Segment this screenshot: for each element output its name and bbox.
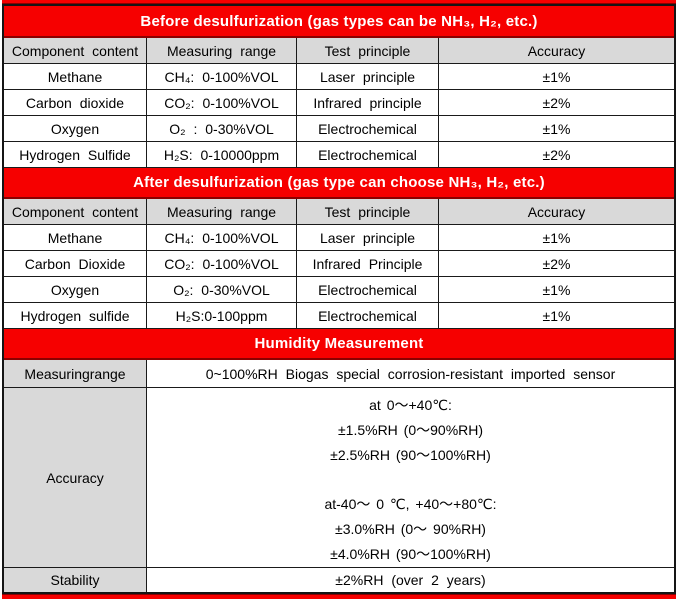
table-row-before-h2s: Hydrogen Sulfide H₂S: 0-10000ppm Electro… — [4, 142, 674, 168]
column-header-row-after: Component content Measuring range Test p… — [4, 199, 674, 225]
section-header-before: Before desulfurization (gas types can be… — [4, 6, 674, 38]
col-header-principle: Test principle — [296, 38, 438, 63]
cell-component: Hydrogen sulfide — [20, 307, 130, 324]
cell-component: Oxygen — [50, 281, 100, 298]
humidity-value-measuring-range: 0~100%RH Biogas special corrosion-resist… — [146, 360, 674, 387]
col-header-component: Component content — [4, 199, 146, 224]
cell-component: Carbon dioxide — [25, 94, 125, 111]
humidity-label-measuring-range: Measuringrange — [4, 360, 146, 387]
accuracy-line: ±2.5%RH (90～100%RH) — [330, 447, 491, 463]
cell-principle: Electrochemical — [296, 277, 438, 302]
cell-range: H₂S:0-100ppm — [146, 303, 296, 328]
cutoff-red-row-bottom — [2, 594, 676, 599]
humidity-row-accuracy: Accuracy at 0～+40℃: ±1.5%RH (0～90%RH) ±2… — [4, 388, 674, 568]
cell-component: Oxygen — [50, 120, 100, 137]
cell-principle: Infrared Principle — [296, 251, 438, 276]
col-header-component: Component content — [4, 38, 146, 63]
cutoff-red-row-top — [2, 0, 676, 4]
section-header-after: After desulfurization (gas type can choo… — [4, 168, 674, 199]
humidity-label-stability: Stability — [4, 568, 146, 592]
table-row-before-methane: Methane CH₄: 0-100%VOL Laser principle ±… — [4, 64, 674, 90]
spec-table: Before desulfurization (gas types can be… — [2, 4, 676, 594]
section-title-after: After desulfurization (gas type can choo… — [133, 174, 545, 191]
cell-component: Hydrogen Sulfide — [19, 146, 131, 163]
cell-range: O₂: 0-30%VOL — [146, 277, 296, 302]
humidity-row-measuring-range: Measuringrange 0~100%RH Biogas special c… — [4, 360, 674, 388]
cell-principle: Electrochemical — [296, 142, 438, 167]
humidity-value-accuracy: at 0～+40℃: ±1.5%RH (0～90%RH) ±2.5%RH (90… — [146, 388, 674, 567]
cell-range: CO₂: 0-100%VOL — [146, 251, 296, 276]
accuracy-line: ±3.0%RH (0～ 90%RH) — [335, 521, 486, 537]
cell-principle: Electrochemical — [296, 116, 438, 141]
cell-accuracy: ±1% — [438, 303, 674, 328]
cell-accuracy: ±1% — [438, 64, 674, 89]
table-row-after-methane: Methane CH₄: 0-100%VOL Laser principle ±… — [4, 225, 674, 251]
cell-principle: Laser principle — [296, 225, 438, 250]
cell-range: CH₄: 0-100%VOL — [146, 225, 296, 250]
accuracy-line: ±1.5%RH (0～90%RH) — [337, 422, 484, 438]
section-title-humidity: Humidity Measurement — [254, 335, 424, 352]
cell-principle: Laser principle — [296, 64, 438, 89]
col-header-accuracy: Accuracy — [438, 38, 674, 63]
table-row-before-co2: Carbon dioxide CO₂: 0-100%VOL Infrared p… — [4, 90, 674, 116]
col-header-range: Measuring range — [146, 199, 296, 224]
section-header-humidity: Humidity Measurement — [4, 329, 674, 360]
cell-range: H₂S: 0-10000ppm — [146, 142, 296, 167]
cell-range: O₂ : 0-30%VOL — [146, 116, 296, 141]
column-header-row-before: Component content Measuring range Test p… — [4, 38, 674, 64]
cell-range: CO₂: 0-100%VOL — [146, 90, 296, 115]
cell-range: CH₄: 0-100%VOL — [146, 64, 296, 89]
accuracy-line: ±4.0%RH (90～100%RH) — [330, 546, 491, 562]
table-row-after-co2: Carbon Dioxide CO₂: 0-100%VOL Infrared P… — [4, 251, 674, 277]
cell-principle: Electrochemical — [296, 303, 438, 328]
accuracy-line: at-40～ 0 ℃, +40～+80℃: — [324, 496, 497, 512]
cell-accuracy: ±2% — [438, 142, 674, 167]
table-row-after-h2s: Hydrogen sulfide H₂S:0-100ppm Electroche… — [4, 303, 674, 329]
humidity-label-accuracy: Accuracy — [4, 388, 146, 567]
humidity-row-stability: Stability ±2%RH (over 2 years) — [4, 568, 674, 592]
cell-component: Methane — [47, 229, 103, 246]
cell-accuracy: ±2% — [438, 251, 674, 276]
table-row-after-oxygen: Oxygen O₂: 0-30%VOL Electrochemical ±1% — [4, 277, 674, 303]
col-header-range: Measuring range — [146, 38, 296, 63]
cell-component: Methane — [47, 68, 103, 85]
section-title-before: Before desulfurization (gas types can be… — [140, 12, 538, 30]
accuracy-line: at 0～+40℃: — [369, 397, 452, 413]
col-header-accuracy: Accuracy — [438, 199, 674, 224]
cell-accuracy: ±2% — [438, 90, 674, 115]
humidity-value-stability: ±2%RH (over 2 years) — [146, 568, 674, 592]
col-header-principle: Test principle — [296, 199, 438, 224]
cell-accuracy: ±1% — [438, 225, 674, 250]
cell-accuracy: ±1% — [438, 277, 674, 302]
cell-component: Carbon Dioxide — [24, 255, 126, 272]
cell-accuracy: ±1% — [438, 116, 674, 141]
table-row-before-oxygen: Oxygen O₂ : 0-30%VOL Electrochemical ±1% — [4, 116, 674, 142]
cell-principle: Infrared principle — [296, 90, 438, 115]
